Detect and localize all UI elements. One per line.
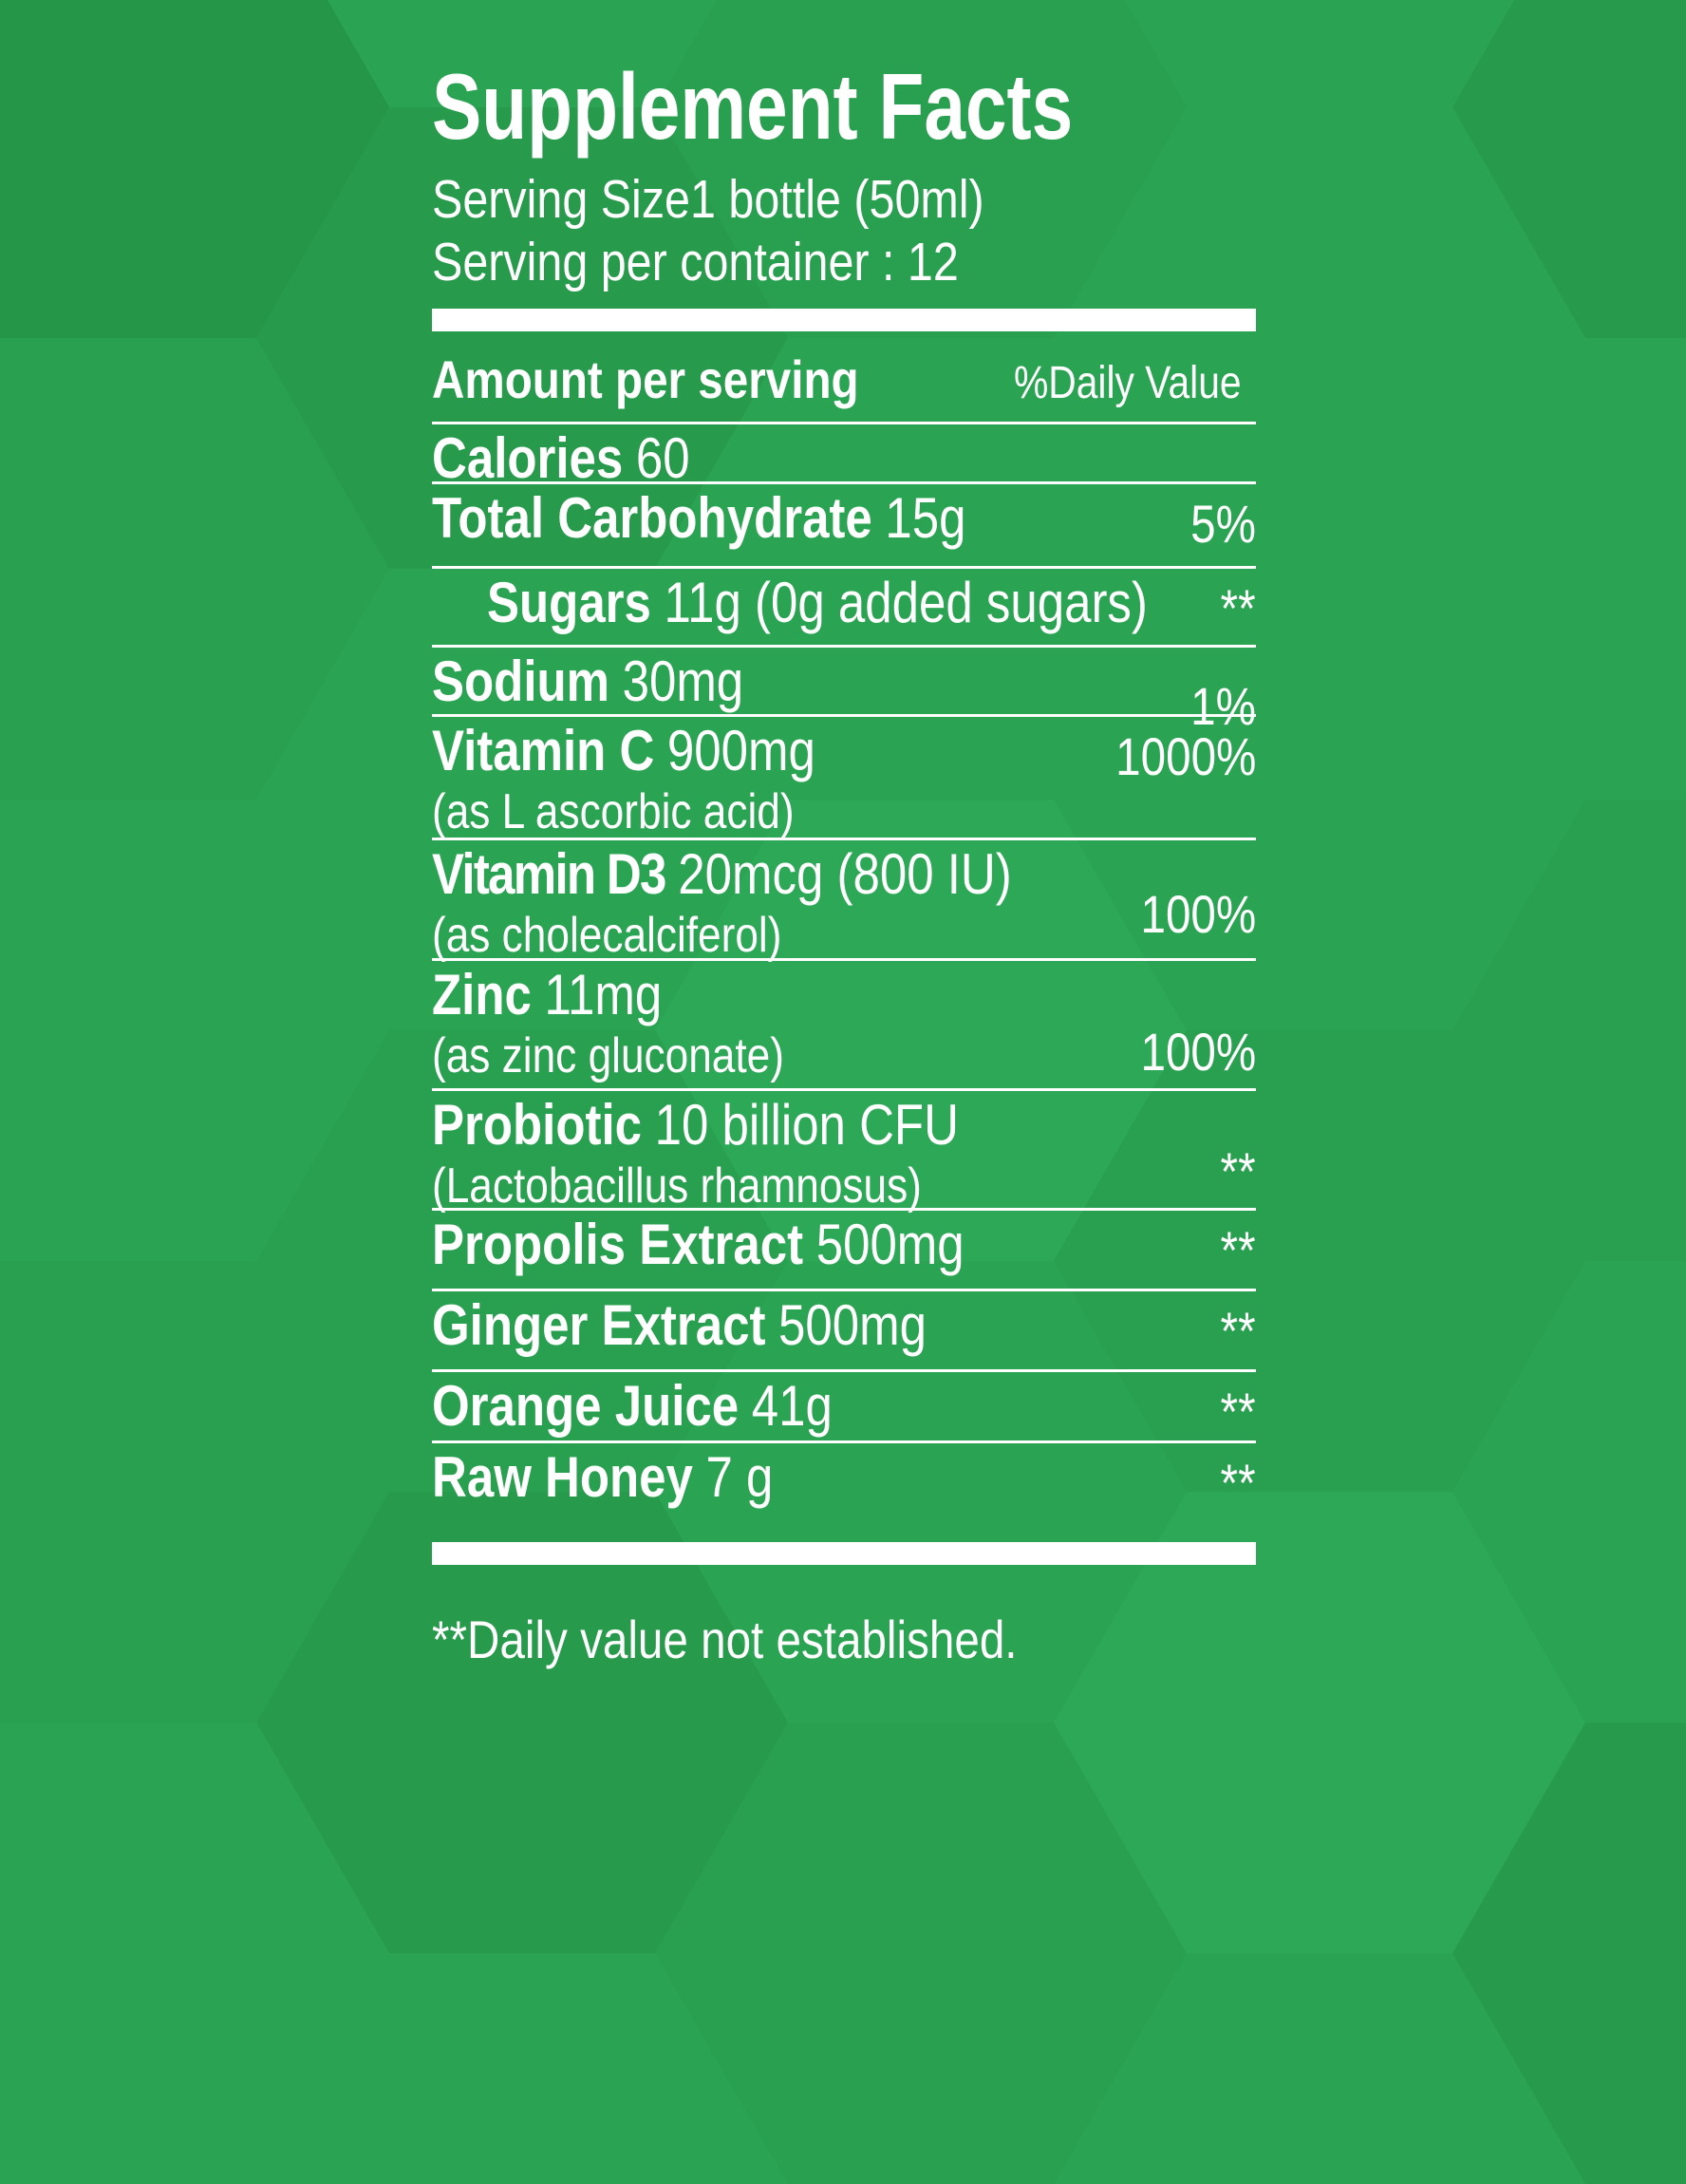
nutrient-note: (as zinc gluconate) <box>432 1028 784 1084</box>
hexagon-tile <box>1054 107 1585 569</box>
thick-divider-top <box>432 309 1256 332</box>
amount-per-serving-header: Amount per serving <box>432 349 859 410</box>
nutrient-main-line: Zinc 11mg <box>432 963 663 1027</box>
nutrient-row-zinc: Zinc 11mg (as zinc gluconate) 100% <box>432 961 1256 1088</box>
divider <box>432 1088 1256 1092</box>
nutrient-row-vitamin-c: Vitamin C 900mg (as L ascorbic acid) 1000… <box>432 717 1256 838</box>
daily-value-cell: ** <box>1220 1220 1256 1281</box>
daily-value-cell: 100% <box>1140 1022 1256 1083</box>
daily-value-cell: 1% <box>1190 676 1256 737</box>
divider <box>432 838 1256 841</box>
hexagon-tile <box>1054 1030 1585 1492</box>
divider <box>432 958 1256 962</box>
divider <box>432 714 1256 718</box>
daily-value-cell: ** <box>1220 1382 1256 1442</box>
servings-per-container-line: Serving per container : 12 <box>432 232 959 293</box>
nutrient-main-line: Sodium 30mg <box>432 650 744 714</box>
supplement-facts-panel: Supplement Facts Serving Size1 bottle (5… <box>432 0 1256 1670</box>
divider <box>432 481 1256 485</box>
nutrient-row-calories: Calories 60 <box>432 424 1256 488</box>
daily-value-cell: ** <box>1220 1301 1256 1362</box>
nutrient-main-line: Raw Honey 7 g <box>432 1445 774 1510</box>
panel-title: Supplement Facts <box>432 54 1074 159</box>
nutrient-main-line: Sugars 11g (0g added sugars) <box>487 571 1148 635</box>
footnote: **Daily value not established. <box>432 1610 1018 1670</box>
daily-value-cell: ** <box>1220 1453 1256 1514</box>
serving-info: Serving Size1 bottle (50ml) Serving per … <box>432 168 1256 293</box>
nutrient-main-line: Propolis Extract 500mg <box>432 1213 965 1277</box>
daily-value-cell: 1000% <box>1115 726 1256 787</box>
divider <box>432 1208 1256 1212</box>
nutrient-note: (as L ascorbic acid) <box>432 784 795 840</box>
table-header-row: Amount per serving %Daily Value <box>432 331 1256 422</box>
nutrient-row-orange-juice: Orange Juice 41g ** <box>432 1372 1256 1440</box>
divider <box>432 566 1256 570</box>
daily-value-cell: 100% <box>1140 884 1256 945</box>
nutrient-main-line: Orange Juice 41g <box>432 1374 833 1439</box>
nutrient-row-vitamin-d3: Vitamin D3 20mcg (800 IU) (as cholecalcif… <box>432 840 1256 961</box>
nutrient-note: (as cholecalciferol) <box>432 908 782 964</box>
divider <box>432 422 1256 425</box>
nutrient-main-line: Total Carbohydrate 15g <box>432 486 966 551</box>
nutrient-main-line: Calories 60 <box>432 426 690 491</box>
nutrient-row-raw-honey: Raw Honey 7 g ** <box>432 1443 1256 1533</box>
daily-value-header: %Daily Value <box>1014 358 1242 409</box>
nutrient-row-sugars: Sugars 11g (0g added sugars) ** <box>432 569 1256 645</box>
nutrient-row-probiotic: Probiotic 10 billion CFU (Lactobacillus r… <box>432 1091 1256 1212</box>
nutrient-row-total-carbohydrate: Total Carbohydrate 15g 5% <box>432 484 1256 566</box>
daily-value-cell: 5% <box>1190 494 1256 555</box>
nutrient-main-line: Ginger Extract 500mg <box>432 1293 927 1358</box>
nutrient-row-ginger-extract: Ginger Extract 500mg ** <box>432 1291 1256 1369</box>
thick-divider-bottom <box>432 1542 1256 1566</box>
nutrient-main-line: Probiotic 10 billion CFU <box>432 1093 959 1158</box>
divider <box>432 1369 1256 1373</box>
nutrient-main-line: Vitamin D3 20mcg (800 IU) <box>432 842 1012 907</box>
nutrient-note: (Lactobacillus rhamnosus) <box>432 1158 922 1214</box>
divider <box>432 645 1256 649</box>
serving-size-line: Serving Size1 bottle (50ml) <box>432 169 984 230</box>
nutrient-row-propolis-extract: Propolis Extract 500mg ** <box>432 1211 1256 1289</box>
divider <box>432 1289 1256 1292</box>
daily-value-cell: ** <box>1220 1141 1256 1202</box>
daily-value-cell: ** <box>1220 578 1256 639</box>
nutrient-main-line: Vitamin C 900mg <box>432 719 815 783</box>
divider <box>432 1440 1256 1444</box>
nutrient-row-sodium: Sodium 30mg 1% <box>432 648 1256 733</box>
